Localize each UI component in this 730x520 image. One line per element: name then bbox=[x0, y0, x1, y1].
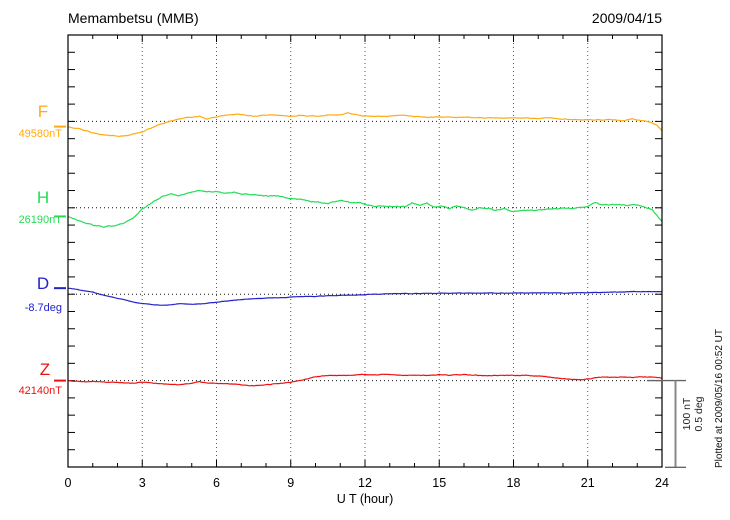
x-tick-label: 18 bbox=[507, 476, 521, 490]
plot-generated-layer: 0 3 6 9 12 15 18 21 24 bbox=[54, 35, 669, 490]
component-basevalue-f: 49580nT bbox=[19, 128, 63, 140]
station-title: Memambetsu (MMB) bbox=[68, 10, 199, 26]
x-tick-label: 21 bbox=[581, 476, 595, 490]
x-tick-label: 12 bbox=[358, 476, 372, 490]
x-tick-label: 24 bbox=[655, 476, 669, 490]
observation-date: 2009/04/15 bbox=[592, 10, 662, 26]
amplitude-scale-bar: 100 nT 0.5 deg bbox=[647, 379, 705, 468]
x-tick-label: 0 bbox=[65, 476, 72, 490]
plotted-at-note: Plotted at 2009/05/16 00:52 UT bbox=[714, 329, 725, 468]
x-axis-label: U T (hour) bbox=[337, 492, 394, 506]
trace-H bbox=[67, 189, 663, 228]
component-letter-d: D bbox=[37, 274, 49, 293]
component-basevalue-z: 42140nT bbox=[19, 385, 63, 397]
plot-frame bbox=[67, 34, 663, 468]
component-basevalue-d: -8.7deg bbox=[25, 302, 62, 314]
scale-bar-deg-label: 0.5 deg bbox=[693, 396, 705, 431]
component-letter-h: H bbox=[37, 188, 49, 207]
trace-F bbox=[67, 112, 663, 137]
x-tick-label: 9 bbox=[287, 476, 294, 490]
component-basevalue-h: 26190nT bbox=[19, 214, 63, 226]
component-letter-f: F bbox=[38, 102, 48, 121]
x-tick-label: 6 bbox=[213, 476, 220, 490]
trace-D bbox=[67, 287, 663, 306]
x-tick-label: 3 bbox=[139, 476, 146, 490]
scale-bar-nt-label: 100 nT bbox=[681, 397, 693, 430]
component-letter-z: Z bbox=[40, 360, 50, 379]
trace-Z bbox=[67, 373, 663, 387]
x-tick-label: 15 bbox=[432, 476, 446, 490]
